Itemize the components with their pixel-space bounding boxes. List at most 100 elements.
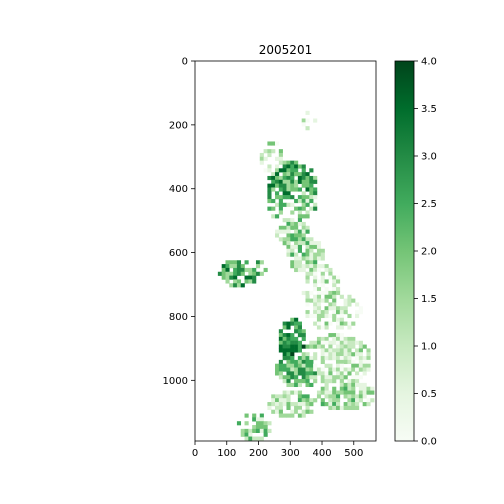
y-tick-label: 200 bbox=[169, 120, 188, 131]
heatmap-cell bbox=[305, 279, 310, 284]
heatmap-cell bbox=[286, 191, 291, 196]
heatmap-cell bbox=[290, 172, 295, 177]
heatmap-cell bbox=[339, 348, 344, 353]
heatmap-cell bbox=[355, 356, 360, 361]
heatmap-cell bbox=[351, 344, 356, 349]
heatmap-cell bbox=[309, 179, 314, 184]
heatmap-cell bbox=[305, 183, 310, 188]
heatmap-cell bbox=[267, 152, 272, 158]
heatmap-cell bbox=[301, 402, 306, 407]
heatmap-cell bbox=[240, 428, 245, 433]
heatmap-cell bbox=[297, 333, 302, 338]
heatmap-cell bbox=[324, 390, 329, 395]
heatmap-cell bbox=[362, 356, 367, 361]
heatmap-cell bbox=[351, 352, 356, 357]
heatmap-cell bbox=[286, 252, 291, 257]
heatmap-cell bbox=[320, 340, 325, 345]
heatmap-cell bbox=[297, 344, 302, 349]
heatmap-cell bbox=[278, 225, 283, 230]
heatmap-cell bbox=[297, 382, 302, 388]
heatmap-cell bbox=[290, 359, 295, 365]
heatmap-cell bbox=[343, 306, 348, 311]
heatmap-cell bbox=[339, 306, 344, 311]
heatmap-cell bbox=[343, 298, 348, 303]
heatmap-cell bbox=[294, 237, 299, 242]
heatmap-cell bbox=[339, 356, 344, 361]
heatmap-cell bbox=[362, 394, 367, 399]
heatmap-cell bbox=[290, 382, 295, 388]
heatmap-cell bbox=[255, 264, 261, 269]
heatmap-cell bbox=[221, 267, 226, 273]
heatmap-cell bbox=[275, 405, 280, 411]
heatmap-cell bbox=[351, 321, 356, 326]
heatmap-cell bbox=[332, 398, 337, 403]
heatmap-cell bbox=[301, 198, 306, 204]
heatmap-cell bbox=[255, 421, 261, 426]
heatmap-cell bbox=[301, 225, 306, 230]
heatmap-cell bbox=[335, 359, 341, 365]
heatmap-cell bbox=[278, 237, 283, 242]
heatmap-cell bbox=[290, 371, 295, 376]
heatmap-cell bbox=[233, 279, 238, 284]
heatmap-cell bbox=[316, 310, 322, 315]
heatmap-cell bbox=[275, 202, 280, 207]
heatmap-cell bbox=[282, 379, 287, 384]
heatmap-cell bbox=[366, 402, 371, 407]
heatmap-cell bbox=[351, 298, 356, 303]
heatmap-cell bbox=[366, 352, 371, 357]
heatmap-cell bbox=[324, 356, 329, 361]
heatmap-cell bbox=[290, 183, 295, 188]
y-tick-label: 0 bbox=[182, 57, 188, 68]
heatmap-cell bbox=[282, 375, 287, 380]
heatmap-cell bbox=[305, 371, 310, 376]
heatmap-cell bbox=[301, 195, 306, 200]
heatmap-cell bbox=[255, 417, 261, 422]
heatmap-cell bbox=[240, 283, 245, 288]
heatmap-cell bbox=[309, 175, 314, 181]
heatmap-cell bbox=[286, 229, 291, 234]
heatmap-cell bbox=[282, 164, 287, 169]
heatmap-cell bbox=[255, 260, 261, 265]
heatmap-cell bbox=[347, 394, 352, 399]
heatmap-cell bbox=[244, 436, 249, 441]
heatmap-cell bbox=[305, 367, 310, 372]
heatmap-cell bbox=[324, 313, 329, 319]
heatmap-cell bbox=[252, 428, 257, 433]
heatmap-cell bbox=[313, 375, 318, 380]
heatmap-cell bbox=[290, 344, 295, 349]
plot-frame bbox=[194, 60, 377, 442]
heatmap-cell bbox=[282, 241, 287, 246]
heatmap-cell bbox=[332, 310, 337, 315]
heatmap-cell bbox=[294, 229, 299, 234]
heatmap-cell bbox=[282, 237, 287, 242]
heatmap-cell bbox=[286, 321, 291, 326]
heatmap-cell bbox=[355, 352, 360, 357]
heatmap-cell bbox=[301, 256, 306, 261]
heatmap-cell bbox=[282, 398, 287, 403]
heatmap-cell bbox=[347, 352, 352, 357]
heatmap-cell bbox=[309, 359, 314, 365]
heatmap-cell bbox=[286, 340, 291, 345]
heatmap-cell bbox=[328, 306, 333, 311]
heatmap-cell bbox=[339, 336, 344, 342]
heatmap-cell bbox=[339, 390, 344, 395]
heatmap-cell bbox=[343, 359, 348, 365]
heatmap-cell bbox=[275, 179, 280, 184]
colorbar-ticks: 0.0 0.5 1.0 1.5 2.0 2.5 3.0 3.5 4.0 bbox=[414, 57, 437, 448]
heatmap-cell bbox=[286, 225, 291, 230]
heatmap-cell bbox=[305, 202, 310, 207]
heatmap-cell bbox=[328, 367, 333, 372]
heatmap-cell bbox=[328, 363, 333, 368]
heatmap-cell bbox=[358, 375, 363, 380]
heatmap-cell bbox=[309, 367, 314, 372]
heatmap-cell bbox=[282, 394, 287, 399]
heatmap-cell bbox=[259, 413, 264, 418]
heatmap-cell bbox=[301, 356, 306, 361]
heatmap-cell bbox=[229, 283, 234, 288]
heatmap-cell bbox=[305, 290, 310, 296]
heatmap-cell bbox=[351, 336, 356, 342]
heatmap-cell bbox=[282, 336, 287, 342]
heatmap-cell bbox=[286, 187, 291, 192]
heatmap-cell bbox=[290, 179, 295, 184]
heatmap-cell bbox=[301, 164, 306, 169]
